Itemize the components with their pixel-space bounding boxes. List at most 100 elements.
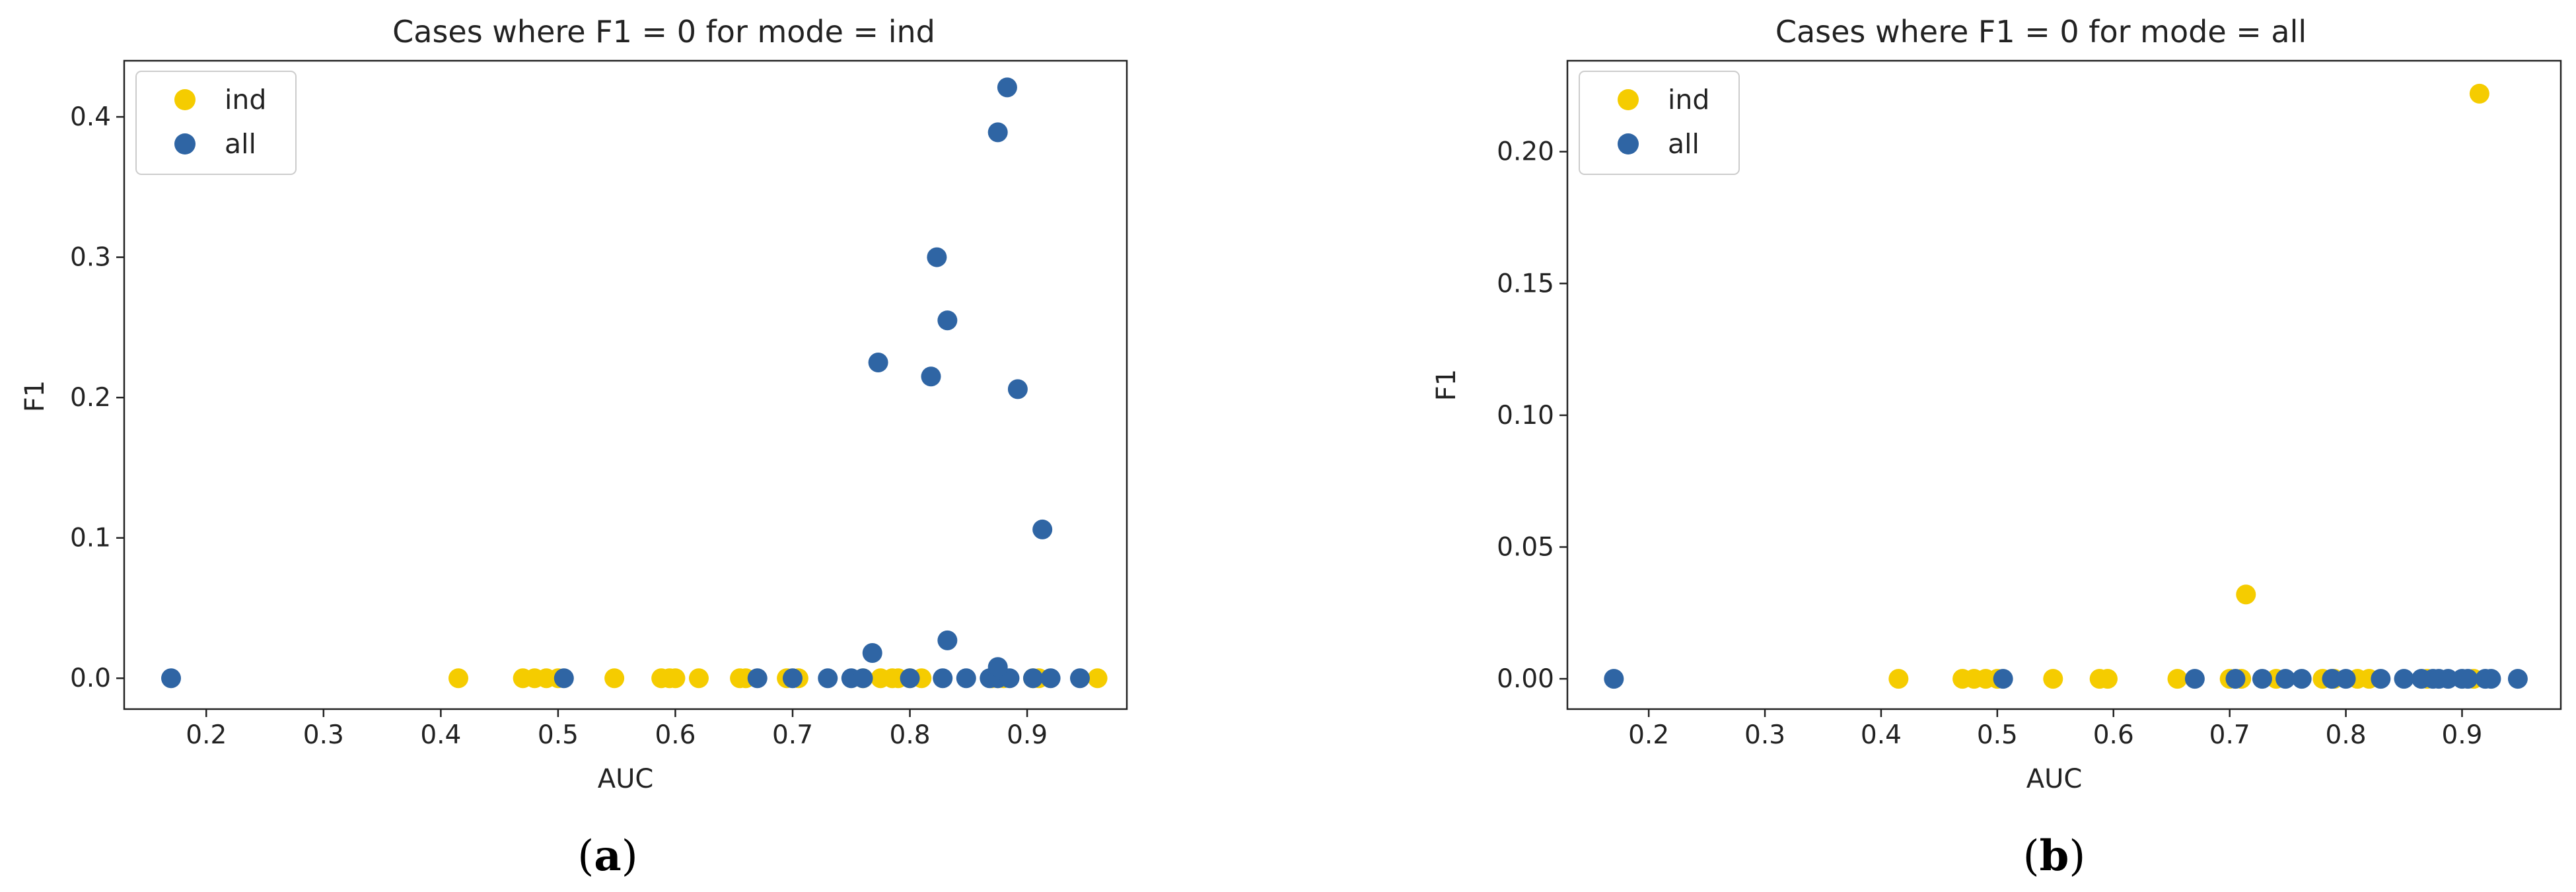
chart-a-point-all bbox=[937, 630, 958, 650]
chart-b-point-all bbox=[2322, 669, 2342, 689]
chart-b-caption-close: ) bbox=[2069, 832, 2085, 881]
chart-b-y-tick-label: 0.00 bbox=[1497, 664, 1554, 694]
chart-b-point-all bbox=[2458, 669, 2478, 689]
chart-b-y-tick-label: 0.10 bbox=[1497, 401, 1554, 430]
chart-b-x-tick-label: 0.9 bbox=[2441, 720, 2482, 750]
chart-b-x-tick-label: 0.3 bbox=[1744, 720, 1785, 750]
chart-b-title: Cases where F1 = 0 for mode = all bbox=[1775, 14, 2307, 50]
chart-a-point-all bbox=[554, 668, 574, 689]
chart-b-legend: ind all bbox=[1579, 71, 1740, 175]
chart-b-y-tick-label: 0.15 bbox=[1497, 269, 1554, 298]
chart-a-point-all bbox=[853, 668, 873, 689]
chart-a-x-axis-label: AUC bbox=[598, 764, 654, 794]
chart-a-point-all bbox=[1032, 519, 1053, 539]
chart-b-point-ind bbox=[2236, 584, 2256, 605]
chart-a-legend-label-ind: ind bbox=[225, 84, 266, 116]
chart-a-legend-box bbox=[135, 71, 297, 175]
chart-a-y-tick-label: 0.0 bbox=[70, 664, 111, 693]
chart-a-point-ind bbox=[604, 668, 625, 689]
chart-a-legend-marker-ind bbox=[174, 89, 196, 110]
chart-b-caption-letter: b bbox=[2040, 831, 2069, 881]
chart-b-x-tick-label: 0.4 bbox=[1861, 720, 1902, 750]
chart-a-point-ind bbox=[448, 668, 468, 689]
chart-b-legend-label-all: all bbox=[1668, 128, 1699, 160]
chart-b-legend-box bbox=[1579, 71, 1740, 175]
chart-a-x-ticks: 0.2 0.3 0.4 0.5 0.6 0.7 0.8 0.9 bbox=[186, 709, 1048, 750]
chart-b-point-all bbox=[2252, 669, 2272, 689]
chart-b-legend-marker-ind bbox=[1618, 89, 1639, 110]
chart-a-point-all bbox=[927, 247, 947, 267]
chart-a-point-all bbox=[1040, 668, 1061, 689]
chart-b-x-tick-label: 0.5 bbox=[1977, 720, 2018, 750]
chart-b-point-all bbox=[2336, 669, 2356, 689]
chart-b-point-ind bbox=[1888, 669, 1909, 689]
chart-b-point-all bbox=[2225, 669, 2246, 689]
chart-b-y-ticks: 0.00 0.05 0.10 0.15 0.20 bbox=[1497, 137, 1567, 694]
chart-a-legend-label-all: all bbox=[225, 128, 256, 160]
chart-a-y-tick-label: 0.1 bbox=[70, 524, 111, 553]
chart-b-point-all bbox=[2481, 669, 2501, 689]
chart-a-x-tick-label: 0.6 bbox=[655, 720, 696, 750]
chart-a-point-all bbox=[900, 668, 920, 689]
panel-a: Cases where F1 = 0 for mode = ind 0.2 0.3… bbox=[20, 14, 1128, 881]
chart-b-x-tick-label: 0.2 bbox=[1628, 720, 1669, 750]
chart-a-point-ind bbox=[1087, 668, 1108, 689]
chart-b-y-tick-label: 0.20 bbox=[1497, 137, 1554, 167]
chart-a-legend: ind all bbox=[135, 71, 297, 175]
chart-a-title: Cases where F1 = 0 for mode = ind bbox=[392, 14, 935, 50]
chart-b-point-ind bbox=[2097, 669, 2118, 689]
chart-a-x-tick-label: 0.4 bbox=[420, 720, 461, 750]
chart-a-y-tick-label: 0.2 bbox=[70, 383, 111, 413]
chart-a-y-tick-label: 0.4 bbox=[70, 102, 111, 132]
chart-a-x-tick-label: 0.2 bbox=[186, 720, 227, 750]
chart-a-caption-letter: a bbox=[594, 831, 621, 881]
chart-a-point-all bbox=[868, 352, 888, 372]
chart-b-point-all bbox=[2184, 669, 2205, 689]
chart-a-point-all bbox=[921, 366, 941, 387]
chart-a-x-tick-label: 0.7 bbox=[772, 720, 813, 750]
panel-b: Cases where F1 = 0 for mode = all 0.2 0.3… bbox=[1431, 14, 2562, 881]
chart-a-point-all bbox=[956, 668, 976, 689]
chart-b-point-ind bbox=[2043, 669, 2063, 689]
chart-a-x-tick-label: 0.9 bbox=[1007, 720, 1048, 750]
chart-a-point-all bbox=[1007, 379, 1028, 399]
chart-a-point-ind bbox=[688, 668, 709, 689]
chart-b-point-ind bbox=[2167, 669, 2188, 689]
chart-a-point-all bbox=[1069, 668, 1090, 689]
chart-b-points bbox=[1604, 83, 2528, 689]
chart-b-y-axis-label: F1 bbox=[1431, 369, 1462, 401]
chart-a-y-axis-label: F1 bbox=[20, 380, 50, 412]
chart-a-x-tick-label: 0.3 bbox=[303, 720, 344, 750]
chart-b-x-axis-label: AUC bbox=[2026, 764, 2083, 794]
chart-b-point-ind bbox=[2469, 83, 2489, 104]
chart-a-point-ind bbox=[665, 668, 686, 689]
chart-a-point-all bbox=[937, 310, 958, 331]
chart-a-point-all bbox=[997, 77, 1017, 98]
chart-a-legend-marker-all bbox=[174, 133, 196, 154]
chart-b-point-all bbox=[2507, 669, 2528, 689]
chart-b-point-all bbox=[2275, 669, 2296, 689]
chart-b-point-all bbox=[2438, 669, 2458, 689]
chart-b-point-all bbox=[2371, 669, 2391, 689]
chart-a-point-all bbox=[747, 668, 768, 689]
chart-b-point-all bbox=[2394, 669, 2414, 689]
chart-a-y-ticks: 0.0 0.1 0.2 0.3 0.4 bbox=[70, 102, 124, 693]
chart-a-caption-open: ( bbox=[577, 832, 594, 881]
chart-a-frame bbox=[123, 59, 1128, 710]
chart-a-points bbox=[161, 77, 1108, 689]
chart-b-point-all bbox=[1604, 669, 1624, 689]
chart-a-point-all bbox=[161, 668, 182, 689]
chart-a-point-all bbox=[987, 657, 1008, 677]
chart-b-x-tick-label: 0.7 bbox=[2209, 720, 2250, 750]
chart-b-caption-open: ( bbox=[2023, 832, 2040, 881]
chart-a-x-tick-label: 0.5 bbox=[538, 720, 579, 750]
chart-b-caption: (b) bbox=[2023, 831, 2086, 881]
chart-b-x-tick-label: 0.8 bbox=[2326, 720, 2367, 750]
chart-a-y-tick-label: 0.3 bbox=[70, 243, 111, 273]
chart-b-frame bbox=[1566, 59, 2562, 710]
chart-b-point-all bbox=[1993, 669, 2013, 689]
chart-b-y-tick-label: 0.05 bbox=[1497, 533, 1554, 563]
chart-b-legend-label-ind: ind bbox=[1668, 84, 1709, 116]
chart-a-point-all bbox=[818, 668, 838, 689]
